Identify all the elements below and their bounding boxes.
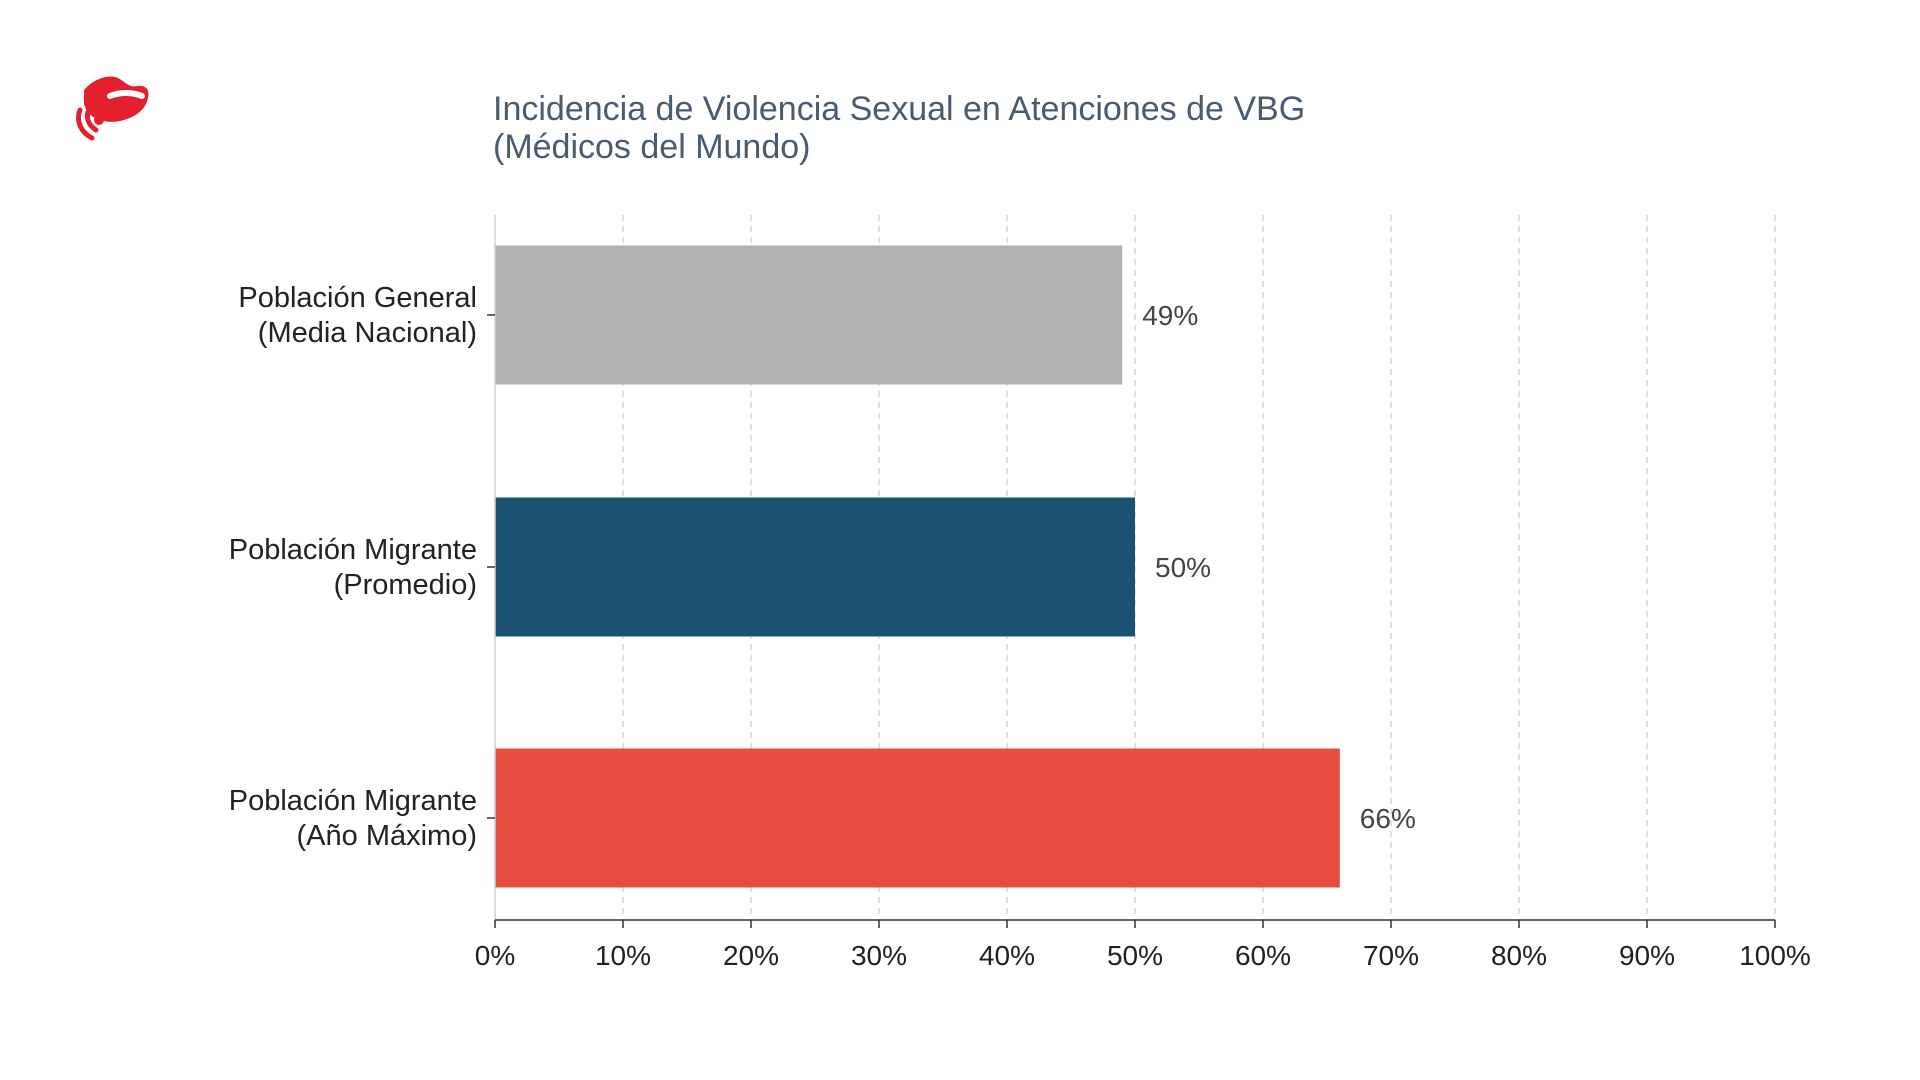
x-tick-label: 50% [1107,940,1163,971]
x-tick-label: 100% [1739,940,1811,971]
x-tick-label: 20% [723,940,779,971]
category-label-line: (Año Máximo) [297,820,478,852]
bars [495,245,1340,888]
x-tick-label: 90% [1619,940,1675,971]
category-label: Población Migrante (Año Máximo) [229,785,477,852]
x-tick-label: 10% [595,940,651,971]
chart-title-line-1: Incidencia de Violencia Sexual en Atenci… [493,90,1306,128]
x-tick-label: 80% [1491,940,1547,971]
bar [495,497,1135,637]
x-tick-label: 60% [1235,940,1291,971]
bar [495,245,1123,385]
category-label-line: Población Migrante [229,534,477,566]
bar-value-label: 49% [1142,300,1198,331]
chart-title: Incidencia de Violencia Sexual en Atenci… [493,90,1305,166]
bar-value-label: 66% [1360,803,1416,834]
chart-title-line-2: (Médicos del Mundo) [493,128,811,166]
category-label: Población General (Media Nacional) [238,282,477,349]
brand-logo-icon [76,76,149,141]
category-label: Población Migrante (Promedio) [229,534,477,601]
category-label-line: (Media Nacional) [258,317,477,349]
category-label-line: Población Migrante [229,785,477,817]
x-tick-label: 40% [979,940,1035,971]
category-label-line: (Promedio) [334,569,477,601]
x-tick-label: 0% [475,940,515,971]
axes [487,215,1776,928]
category-label-line: Población General [238,282,477,314]
x-tick-label: 70% [1363,940,1419,971]
bar-value-label: 50% [1155,552,1211,583]
bar [495,748,1340,888]
x-tick-label: 30% [851,940,907,971]
labels: 49% 50% 66% 0% 10% 20% 30% 40% 50% 60% 70% 80% 90% 10… [229,282,1811,971]
